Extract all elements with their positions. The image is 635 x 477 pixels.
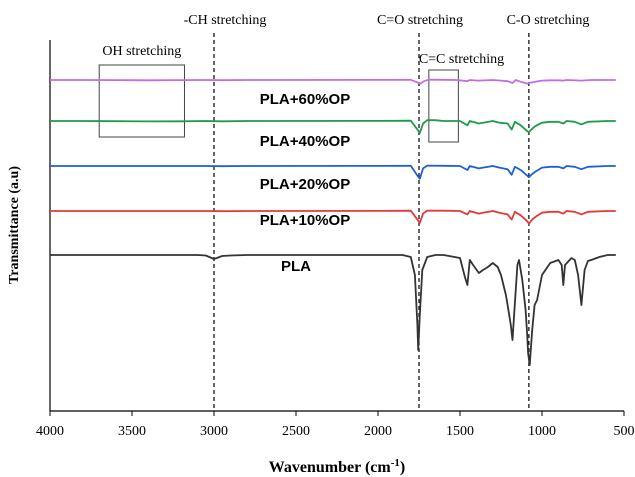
series-label: PLA+10%OP: [260, 212, 350, 229]
x-ticks: 4000 3500 3000 2500 2000 1500 1000 500: [36, 411, 635, 439]
annotation-label: C-O stretching: [507, 13, 590, 28]
x-tick-label: 3000: [200, 424, 228, 439]
series-label: PLA+40%OP: [260, 133, 350, 150]
annotation-labels: -CH stretching C=O stretching C-O stretchi…: [102, 13, 589, 67]
x-tick-label: 3500: [118, 424, 146, 439]
annotation-label: C=O stretching: [377, 13, 463, 28]
x-tick-label: 1000: [528, 424, 556, 439]
series-label: PLA+20%OP: [260, 176, 350, 193]
series-labels: PLA+60%OP PLA+40%OP PLA+20%OP PLA+10%OP PLA: [260, 91, 350, 275]
x-tick-label: 500: [614, 424, 635, 439]
series-line: [50, 254, 616, 366]
series-line: [50, 164, 616, 180]
annotation-box: [428, 69, 459, 143]
y-axis-label: Transmittance (a.u): [7, 166, 22, 284]
x-tick-label: 4000: [36, 424, 64, 439]
annotation-box: [98, 64, 185, 138]
annotation-label: OH stretching: [102, 44, 181, 59]
x-tick-label: 2500: [282, 424, 310, 439]
annotation-boxes: [98, 64, 459, 143]
series-line: [50, 209, 616, 225]
series-label: PLA+60%OP: [260, 91, 350, 108]
series-line: [50, 119, 616, 134]
series-label: PLA: [281, 258, 311, 275]
x-axis-label: Wavenumber (cm-1): [269, 457, 405, 476]
series-group: [50, 78, 616, 366]
series-line: [50, 78, 616, 85]
annotation-label: -CH stretching: [184, 13, 267, 28]
x-tick-label: 1500: [446, 424, 474, 439]
x-tick-label: 2000: [364, 424, 392, 439]
annotation-label: C=C stretching: [419, 52, 504, 67]
